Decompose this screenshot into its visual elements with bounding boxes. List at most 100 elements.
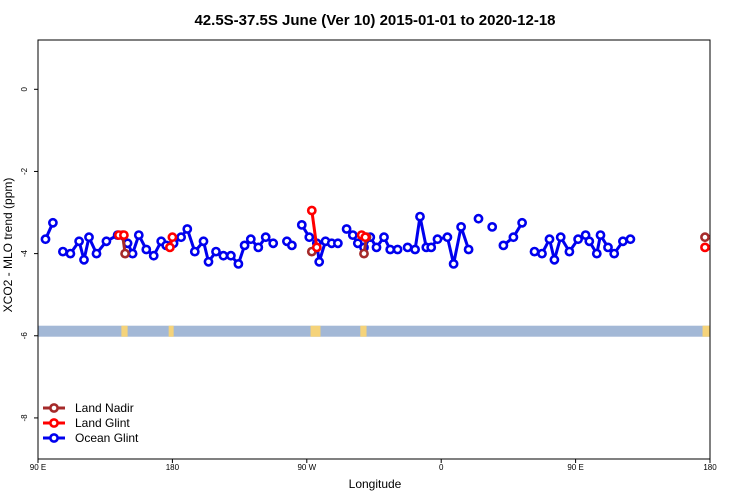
ocean-glint-point <box>127 248 138 259</box>
ocean-glint-point <box>625 234 636 245</box>
ocean-glint-point <box>233 258 244 269</box>
land-glint-point <box>306 205 317 216</box>
ocean-glint-point <box>40 234 51 245</box>
ocean-glint-point <box>555 232 566 243</box>
ocean-glint-point <box>508 232 519 243</box>
ocean-glint-point <box>564 246 575 257</box>
land-glint-point <box>119 230 129 240</box>
ocean-glint-point <box>609 248 620 259</box>
land-patch <box>168 325 174 337</box>
ocean-glint-point <box>253 242 264 253</box>
ocean-glint-point <box>544 234 555 245</box>
land-patch <box>360 325 367 337</box>
land-nadir-point <box>359 248 369 259</box>
ocean-glint-point <box>286 240 297 251</box>
ocean-glint-point <box>392 244 403 255</box>
ocean-glint-point <box>591 248 602 259</box>
ocean-glint-point <box>603 242 613 253</box>
land-glint-point <box>311 242 322 253</box>
land-glint-point <box>167 232 178 243</box>
ocean-glint-point <box>304 232 315 243</box>
x-axis-label: Longitude <box>349 477 402 491</box>
ocean-glint-point <box>448 258 459 269</box>
ocean-glint-point <box>148 250 159 261</box>
ocean-glint-point <box>371 242 382 253</box>
ocean-glint-point <box>584 236 595 247</box>
legend-label-land-nadir: Land Nadir <box>75 401 134 415</box>
y-tick-label: -4 <box>20 250 29 258</box>
ocean-glint-point <box>618 236 628 247</box>
land-glint-point <box>164 242 175 253</box>
ocean-glint-point <box>239 240 250 251</box>
ocean-glint-point <box>176 232 186 243</box>
ocean-glint-point <box>133 230 144 240</box>
ocean-glint-line <box>407 215 471 266</box>
ocean-glint-point <box>415 211 425 222</box>
land-nadir-point <box>120 248 130 259</box>
ocean-band <box>38 325 710 337</box>
legend-marker-ocean-glint <box>49 433 59 443</box>
land-glint-line <box>310 210 319 248</box>
ocean-glint-point <box>198 236 209 247</box>
ocean-glint-point <box>48 217 58 228</box>
ocean-glint-point <box>463 244 474 255</box>
ocean-glint-point <box>84 232 94 243</box>
legend-marker-land-glint <box>49 418 59 428</box>
ocean-glint-point <box>442 232 453 243</box>
ocean-glint-point <box>402 242 413 253</box>
land-nadir-point <box>700 232 710 243</box>
ocean-glint-point <box>410 244 420 255</box>
ocean-glint-point <box>517 217 527 228</box>
ocean-glint-point <box>91 248 102 259</box>
y-axis-label: XCO2 - MLO trend (ppm) <box>1 178 15 313</box>
ocean-glint-point <box>225 250 236 261</box>
ocean-glint-point <box>487 221 498 232</box>
ocean-glint-point <box>74 236 84 247</box>
ocean-glint-point <box>456 221 466 232</box>
x-tick-label: 0 <box>439 463 444 472</box>
legend-label-land-glint: Land Glint <box>75 416 130 430</box>
ocean-glint-point <box>332 238 343 249</box>
y-tick-label: 0 <box>20 87 29 92</box>
ocean-glint-point <box>268 238 279 249</box>
ocean-glint-point <box>341 224 352 234</box>
ocean-glint-point <box>260 232 271 243</box>
ocean-glint-point <box>245 234 256 245</box>
land-ocean-band <box>38 325 710 337</box>
x-axis: 90 E 180 90 W 0 90 E 180 <box>30 459 717 472</box>
land-glint-point <box>360 232 371 243</box>
ocean-glint-point <box>426 242 437 253</box>
ocean-glint-point <box>473 213 484 224</box>
x-tick-label: 90 E <box>567 463 583 472</box>
ocean-glint-point <box>347 230 358 240</box>
ocean-glint-point <box>203 256 214 267</box>
ocean-glint-point <box>211 246 221 257</box>
ocean-glint-point <box>498 240 509 251</box>
ocean-glint-point <box>218 250 229 261</box>
x-tick-label: 180 <box>703 463 717 472</box>
ocean-glint-point <box>529 246 540 257</box>
land-patch <box>121 325 128 337</box>
y-tick-label: -2 <box>20 167 29 175</box>
ocean-glint-point <box>141 244 152 255</box>
y-axis: 0 -2 -4 -6 -8 <box>20 87 38 422</box>
ocean-glint-point <box>182 224 193 234</box>
ocean-glint-point <box>189 246 200 257</box>
legend-marker-land-nadir <box>49 403 59 413</box>
ocean-glint-point <box>79 254 89 265</box>
y-tick-label: -8 <box>20 414 29 422</box>
ocean-glint-point <box>296 219 307 230</box>
ocean-glint-point <box>101 236 112 247</box>
ocean-glint-point <box>432 234 443 245</box>
x-tick-label: 180 <box>166 463 180 472</box>
ocean-glint-point <box>595 230 606 240</box>
plot-frame <box>37 39 711 460</box>
ocean-glint-point <box>537 248 547 259</box>
ocean-glint-point <box>379 232 389 243</box>
legend-label-ocean-glint: Ocean Glint <box>75 431 139 445</box>
chart-title: 42.5S-37.5S June (Ver 10) 2015-01-01 to … <box>194 12 555 29</box>
x-tick-label: 90 W <box>297 463 316 472</box>
